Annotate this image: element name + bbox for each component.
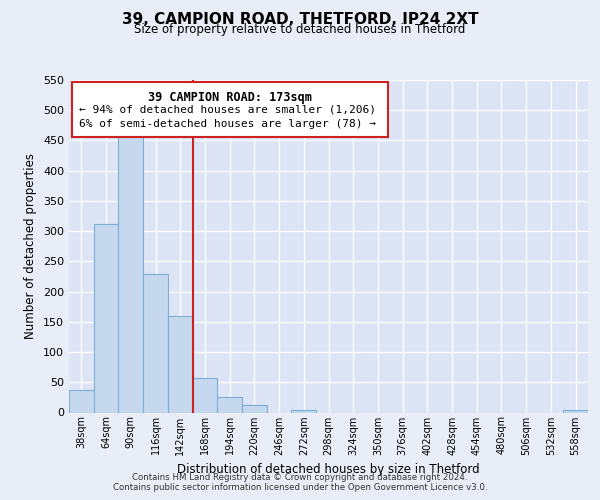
Bar [168, 316, 193, 412]
Text: Size of property relative to detached houses in Thetford: Size of property relative to detached ho… [134, 22, 466, 36]
Bar [563, 410, 588, 412]
Bar [143, 274, 168, 412]
Text: 39, CAMPION ROAD, THETFORD, IP24 2XT: 39, CAMPION ROAD, THETFORD, IP24 2XT [122, 12, 478, 28]
Bar [292, 410, 316, 412]
Bar [69, 390, 94, 412]
Bar [193, 378, 217, 412]
Text: 39 CAMPION ROAD: 173sqm: 39 CAMPION ROAD: 173sqm [148, 90, 312, 104]
Text: Contains public sector information licensed under the Open Government Licence v3: Contains public sector information licen… [113, 484, 487, 492]
Bar [217, 397, 242, 412]
X-axis label: Distribution of detached houses by size in Thetford: Distribution of detached houses by size … [177, 463, 480, 476]
Text: 6% of semi-detached houses are larger (78) →: 6% of semi-detached houses are larger (7… [79, 119, 376, 129]
Text: ← 94% of detached houses are smaller (1,206): ← 94% of detached houses are smaller (1,… [79, 105, 376, 115]
Bar [118, 136, 143, 412]
Y-axis label: Number of detached properties: Number of detached properties [25, 153, 37, 339]
Bar [94, 224, 118, 412]
Text: Contains HM Land Registry data © Crown copyright and database right 2024.: Contains HM Land Registry data © Crown c… [132, 472, 468, 482]
FancyBboxPatch shape [71, 82, 388, 136]
Bar [242, 405, 267, 412]
